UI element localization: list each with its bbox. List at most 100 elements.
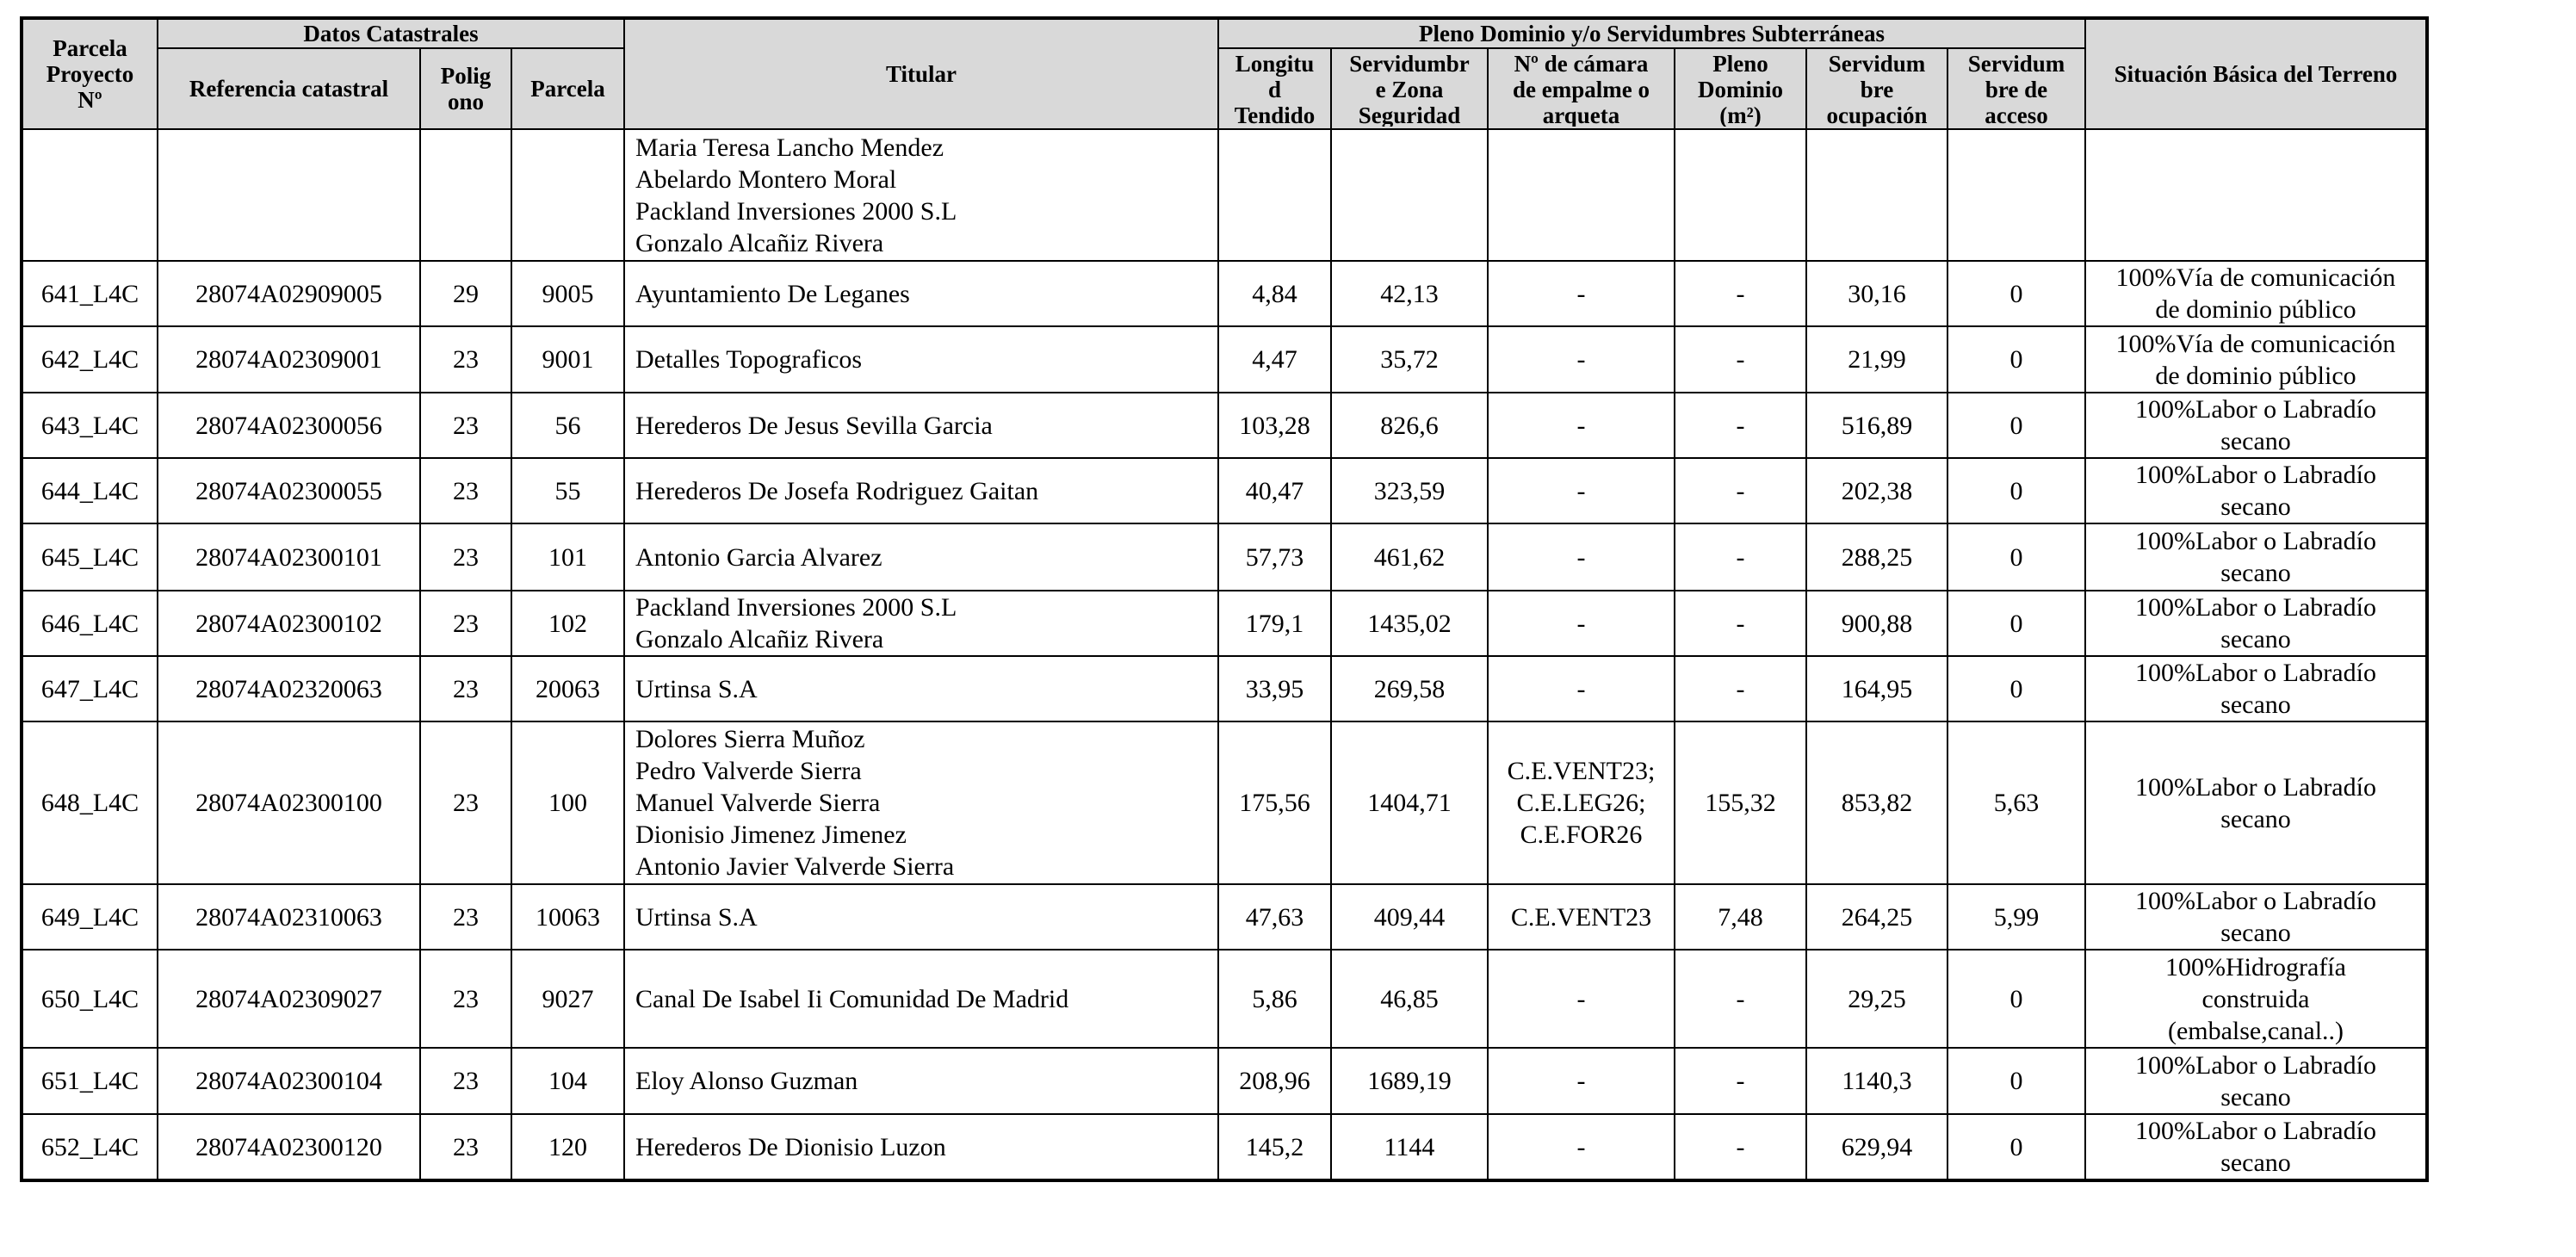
table-cell: Eloy Alonso Guzman [623, 1047, 1219, 1115]
table-cell: Packland Inversiones 2000 S.L Gonzalo Alc… [623, 590, 1219, 657]
table-cell: - [1674, 1113, 1807, 1181]
header-row: Parcela Proyecto Nº Datos Catastrales Titula… [21, 17, 2428, 130]
text-line: 100%Labor o Labradío [2135, 395, 2376, 424]
table-cell: 28074A02300101 [157, 523, 421, 591]
data-row: 645_L4C 28074A02300101 23 101 Antonio Garcia… [21, 523, 2428, 591]
table-cell: 100%Labor o Labradío secano [2084, 1047, 2428, 1115]
text-line: Parcela [53, 35, 127, 61]
table-cell: 35,72 [1330, 325, 1489, 393]
data-row: Maria Teresa Lancho Mendez Abelardo Monte… [21, 128, 2428, 262]
data-row: 644_L4C 28074A02300055 23 55 Herederos De Jo… [21, 457, 2428, 524]
table-cell: - [1674, 523, 1807, 591]
text-line: ono [447, 89, 485, 115]
table-cell: - [1487, 949, 1675, 1049]
column-header: Longitu d Tendido [1217, 47, 1332, 130]
table-cell: 645_L4C [21, 523, 158, 591]
text-line: ocupación [1826, 102, 1928, 127]
table-cell: Herederos De Jesus Sevilla Garcia [623, 392, 1219, 459]
table-cell: 55 [511, 457, 625, 524]
column-header: Titular [623, 17, 1219, 130]
column-header: Nº de cámara de empalme o arqueta [1487, 47, 1675, 130]
text-line: 100%Vía de comunicación [2115, 329, 2396, 358]
table-cell: 1404,71 [1330, 721, 1489, 885]
text-line: Dominio [1697, 77, 1783, 102]
text-line: C.E.VENT23; [1507, 757, 1656, 785]
column-header: Parcela [511, 47, 625, 130]
data-row: 642_L4C 28074A02309001 23 9001 Detalles Topo… [21, 325, 2428, 393]
table-cell: 23 [419, 721, 512, 885]
parcel-table: Parcela Proyecto Nº Datos Catastrales Titula… [20, 16, 2429, 1182]
data-row: 650_L4C 28074A02309027 23 9027 Canal De Isab… [21, 949, 2428, 1049]
table-cell: 100%Vía de comunicación de dominio públic… [2084, 325, 2428, 393]
table-cell: 23 [419, 883, 512, 950]
table-cell: 56 [511, 392, 625, 459]
table-cell: 1435,02 [1330, 590, 1489, 657]
table-cell: 0 [1947, 523, 2086, 591]
table-cell: - [1487, 655, 1675, 722]
table-cell: 33,95 [1217, 655, 1332, 722]
text-line: d [1267, 77, 1282, 102]
text-line: 100%Labor o Labradío [2135, 659, 2376, 687]
table-cell: 145,2 [1217, 1113, 1332, 1181]
table-cell: 100%Labor o Labradío secano [2084, 883, 2428, 950]
table-cell [419, 128, 512, 262]
text-line: 100%Labor o Labradío [2135, 887, 2376, 915]
header-text: Servidum bre de acceso [1952, 51, 2081, 127]
table-cell: 28074A02300056 [157, 392, 421, 459]
table-cell: 650_L4C [21, 949, 158, 1049]
table-cell: 28074A02300055 [157, 457, 421, 524]
table-cell: Herederos De Dionisio Luzon [623, 1113, 1219, 1181]
table-cell: 643_L4C [21, 392, 158, 459]
table-cell: 23 [419, 655, 512, 722]
table-cell: 100 [511, 721, 625, 885]
text-line: Herederos De Jesus Sevilla Garcia [635, 411, 993, 440]
text-line: Proyecto [46, 61, 134, 87]
group-header: Datos Catastrales [157, 17, 625, 49]
table-cell: 0 [1947, 392, 2086, 459]
table-cell: - [1487, 590, 1675, 657]
text-line: 100%Labor o Labradío [2135, 527, 2376, 555]
text-line: Packland Inversiones 2000 S.L [635, 196, 957, 226]
table-cell: 4,84 [1217, 260, 1332, 327]
table-cell: - [1674, 949, 1807, 1049]
table-cell: 23 [419, 523, 512, 591]
table-cell: 264,25 [1805, 883, 1948, 950]
table-cell: - [1487, 325, 1675, 393]
table-cell: Ayuntamiento De Leganes [623, 260, 1219, 327]
table-cell: - [1674, 260, 1807, 327]
text-line: 100%Hidrografía [2165, 952, 2346, 981]
table-cell: 42,13 [1330, 260, 1489, 327]
text-line: Longitu [1235, 51, 1315, 77]
text-line: secano [2220, 1149, 2291, 1177]
column-header: Polig ono [419, 47, 512, 130]
table-cell: 103,28 [1217, 392, 1332, 459]
table-cell: Antonio Garcia Alvarez [623, 523, 1219, 591]
table-cell: - [1487, 1113, 1675, 1181]
table-cell: 1689,19 [1330, 1047, 1489, 1115]
column-header: Pleno Dominio (m²) [1674, 47, 1807, 130]
text-line: Pedro Valverde Sierra [635, 757, 862, 785]
table-cell: 100%Labor o Labradío secano [2084, 392, 2428, 459]
table-cell: 644_L4C [21, 457, 158, 524]
header-text: Servidum bre ocupación [1811, 51, 1943, 127]
table-cell: 288,25 [1805, 523, 1948, 591]
column-header: Servidum bre de acceso [1947, 47, 2086, 130]
text-line: Titular [885, 61, 957, 87]
table-cell [21, 128, 158, 262]
text-line: 100%Labor o Labradío [2135, 593, 2376, 622]
table-cell: 9005 [511, 260, 625, 327]
table-cell: 202,38 [1805, 457, 1948, 524]
table-cell: 23 [419, 590, 512, 657]
table-cell: 0 [1947, 1113, 2086, 1181]
table-cell: 28074A02300102 [157, 590, 421, 657]
text-line: arqueta [1542, 102, 1620, 127]
text-line: construida [2201, 984, 2310, 1013]
text-line: de dominio público [2155, 295, 2356, 324]
text-line: Urtinsa S.A [635, 674, 758, 703]
text-line: Polig [440, 63, 492, 89]
table-cell: 647_L4C [21, 655, 158, 722]
table-cell: 104 [511, 1047, 625, 1115]
table-cell: 651_L4C [21, 1047, 158, 1115]
text-line: bre de [1985, 77, 2048, 102]
header-text: Referencia catastral [162, 76, 416, 102]
